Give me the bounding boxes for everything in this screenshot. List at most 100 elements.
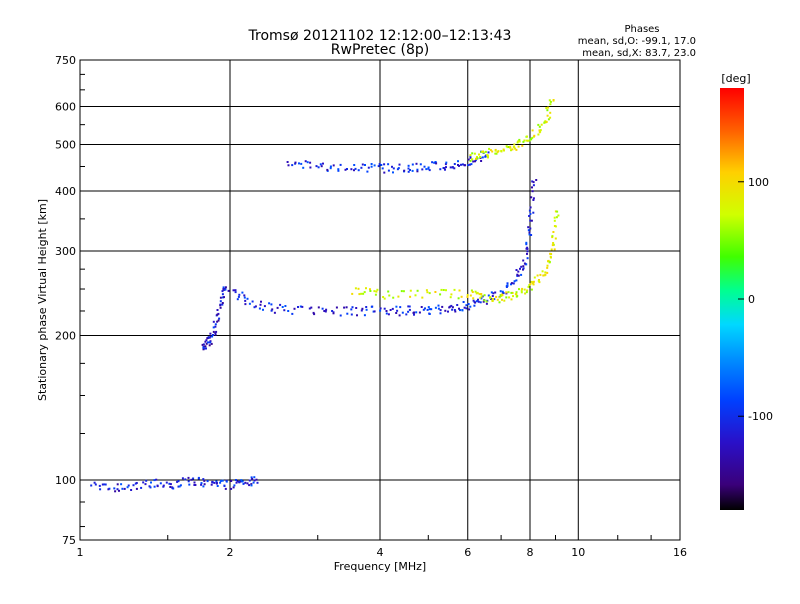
data-point [416,163,418,165]
data-point [257,482,259,484]
data-point [244,297,246,299]
data-point [518,288,520,290]
data-point [474,160,476,162]
data-point [374,164,376,166]
data-point [463,301,465,303]
data-point [474,302,476,304]
data-point [393,167,395,169]
data-point [439,293,441,295]
data-point [533,197,535,199]
data-point [274,312,276,314]
data-point [542,270,544,272]
data-point [533,184,535,186]
data-point [204,483,206,485]
data-point [469,306,471,308]
data-point [251,484,253,486]
data-point [522,141,524,143]
data-point [120,483,122,485]
data-point [408,165,410,167]
data-point [526,253,528,255]
data-point [413,312,415,314]
data-point [301,306,303,308]
data-point [343,307,345,309]
data-point [382,167,384,169]
data-point [219,482,221,484]
data-point [438,308,440,310]
data-point [230,480,232,482]
data-point [222,288,224,290]
data-point [477,157,479,159]
data-point [365,306,367,308]
data-point [464,307,466,309]
data-point [205,339,207,341]
data-point [209,341,211,343]
data-point [395,306,397,308]
data-point [510,292,512,294]
data-point [529,213,531,215]
data-point [124,488,126,490]
data-point [491,291,493,293]
data-point [532,190,534,192]
data-point [511,148,513,150]
data-point [226,481,228,483]
data-point [555,238,557,240]
chart-svg: 1 2 4 6 8 10 1675100200300400500600750 Tromsø … [0,0,800,600]
data-point [233,289,235,291]
data-point [514,148,516,150]
x-tick-label: 10 [571,546,585,559]
data-point [322,163,324,165]
data-point [211,481,213,483]
data-point [428,306,430,308]
data-point [207,480,209,482]
data-point [480,301,482,303]
data-point [241,292,243,294]
data-point [479,156,481,158]
data-point [316,165,318,167]
data-point [533,135,535,137]
data-point [531,289,533,291]
data-point [222,302,224,304]
data-point [320,163,322,165]
data-point [470,295,472,297]
data-point [544,274,546,276]
data-point [444,310,446,312]
data-point [473,305,475,307]
data-point [412,170,414,172]
data-point [150,482,152,484]
data-point [373,290,375,292]
data-point [553,99,555,101]
data-point [419,312,421,314]
data-point [398,167,400,169]
x-tick-label: 2 [227,546,234,559]
data-point [399,314,401,316]
data-point [107,488,109,490]
data-point [427,309,429,311]
data-point [298,162,300,164]
colorbar-label: [deg] [721,72,750,85]
data-point [222,480,224,482]
data-point [277,307,279,309]
data-point [364,314,366,316]
data-point [472,291,474,293]
data-point [415,294,417,296]
data-point [188,480,190,482]
data-point [216,483,218,485]
data-point [503,149,505,151]
data-point [483,299,485,301]
data-point [490,149,492,151]
data-point [145,483,147,485]
data-point [283,309,285,311]
data-point [529,232,531,234]
data-point [215,334,217,336]
data-point [465,304,467,306]
data-point [407,311,409,313]
data-point [552,231,554,233]
data-point [325,311,327,313]
data-point [216,314,218,316]
data-point [445,166,447,168]
data-point [546,109,548,111]
data-point [121,488,123,490]
data-point [325,309,327,311]
data-point [450,296,452,298]
data-point [421,306,423,308]
